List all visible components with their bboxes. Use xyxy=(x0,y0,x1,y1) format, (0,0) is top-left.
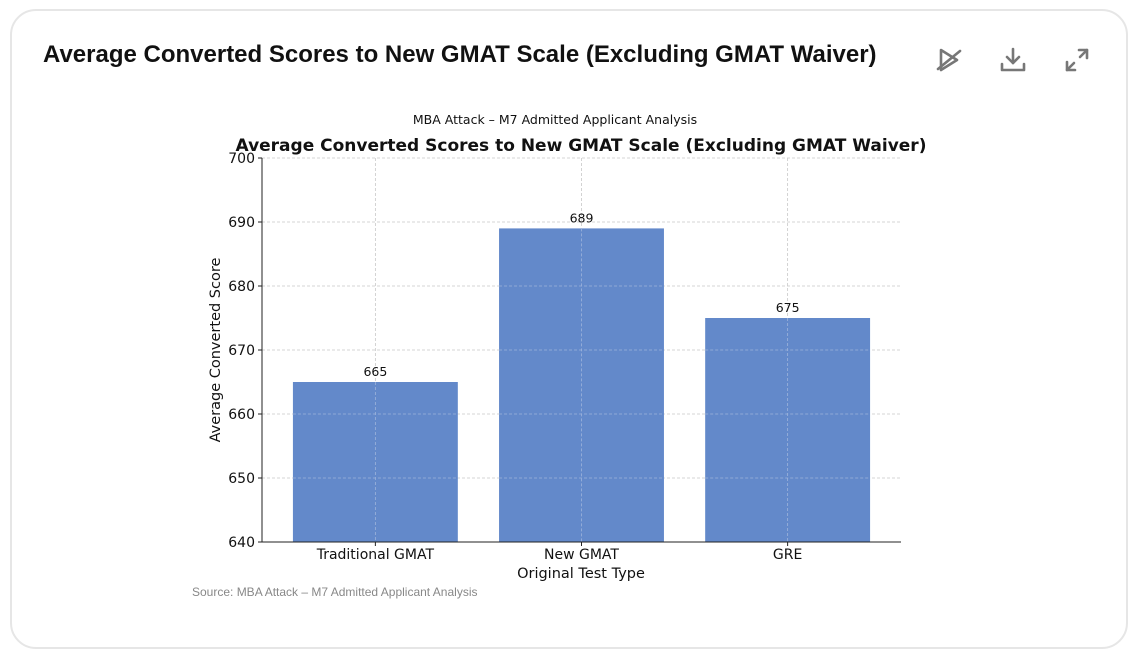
y-tick-label: 700 xyxy=(228,151,255,167)
hide-chart-button[interactable] xyxy=(930,41,968,79)
bar-layer: 665 689 675 xyxy=(292,210,871,542)
card-title: Average Converted Scores to New GMAT Sca… xyxy=(43,41,877,68)
axis-layer: 640 650 660 670 680 690 700 Traditional GMAT New… xyxy=(228,151,901,563)
y-axis-label: Average Converted Score xyxy=(208,258,224,443)
hide-chart-icon xyxy=(936,48,962,72)
y-tick-label: 640 xyxy=(228,535,255,551)
download-icon xyxy=(1000,47,1026,72)
chart-toolbar xyxy=(930,41,1096,79)
x-tick-label: GRE xyxy=(773,547,802,563)
y-tick-label: 670 xyxy=(228,343,255,359)
data-label: 675 xyxy=(776,300,800,315)
x-tick-label: New GMAT xyxy=(544,547,619,563)
download-button[interactable] xyxy=(994,41,1032,79)
expand-icon xyxy=(1065,48,1089,72)
y-tick-label: 680 xyxy=(228,279,255,295)
data-label: 665 xyxy=(363,364,387,379)
chart-title: Average Converted Scores to New GMAT Sca… xyxy=(236,136,927,156)
y-tick-label: 690 xyxy=(228,215,255,231)
data-label: 689 xyxy=(570,210,594,225)
chart-supertitle: MBA Attack – M7 Admitted Applicant Analy… xyxy=(413,112,697,127)
y-tick-label: 650 xyxy=(228,471,255,487)
source-note: Source: MBA Attack – M7 Admitted Applica… xyxy=(192,585,478,599)
x-axis-label: Original Test Type xyxy=(517,566,645,582)
y-tick-label: 660 xyxy=(228,407,255,423)
expand-button[interactable] xyxy=(1058,41,1096,79)
x-tick-label: Traditional GMAT xyxy=(316,547,435,563)
